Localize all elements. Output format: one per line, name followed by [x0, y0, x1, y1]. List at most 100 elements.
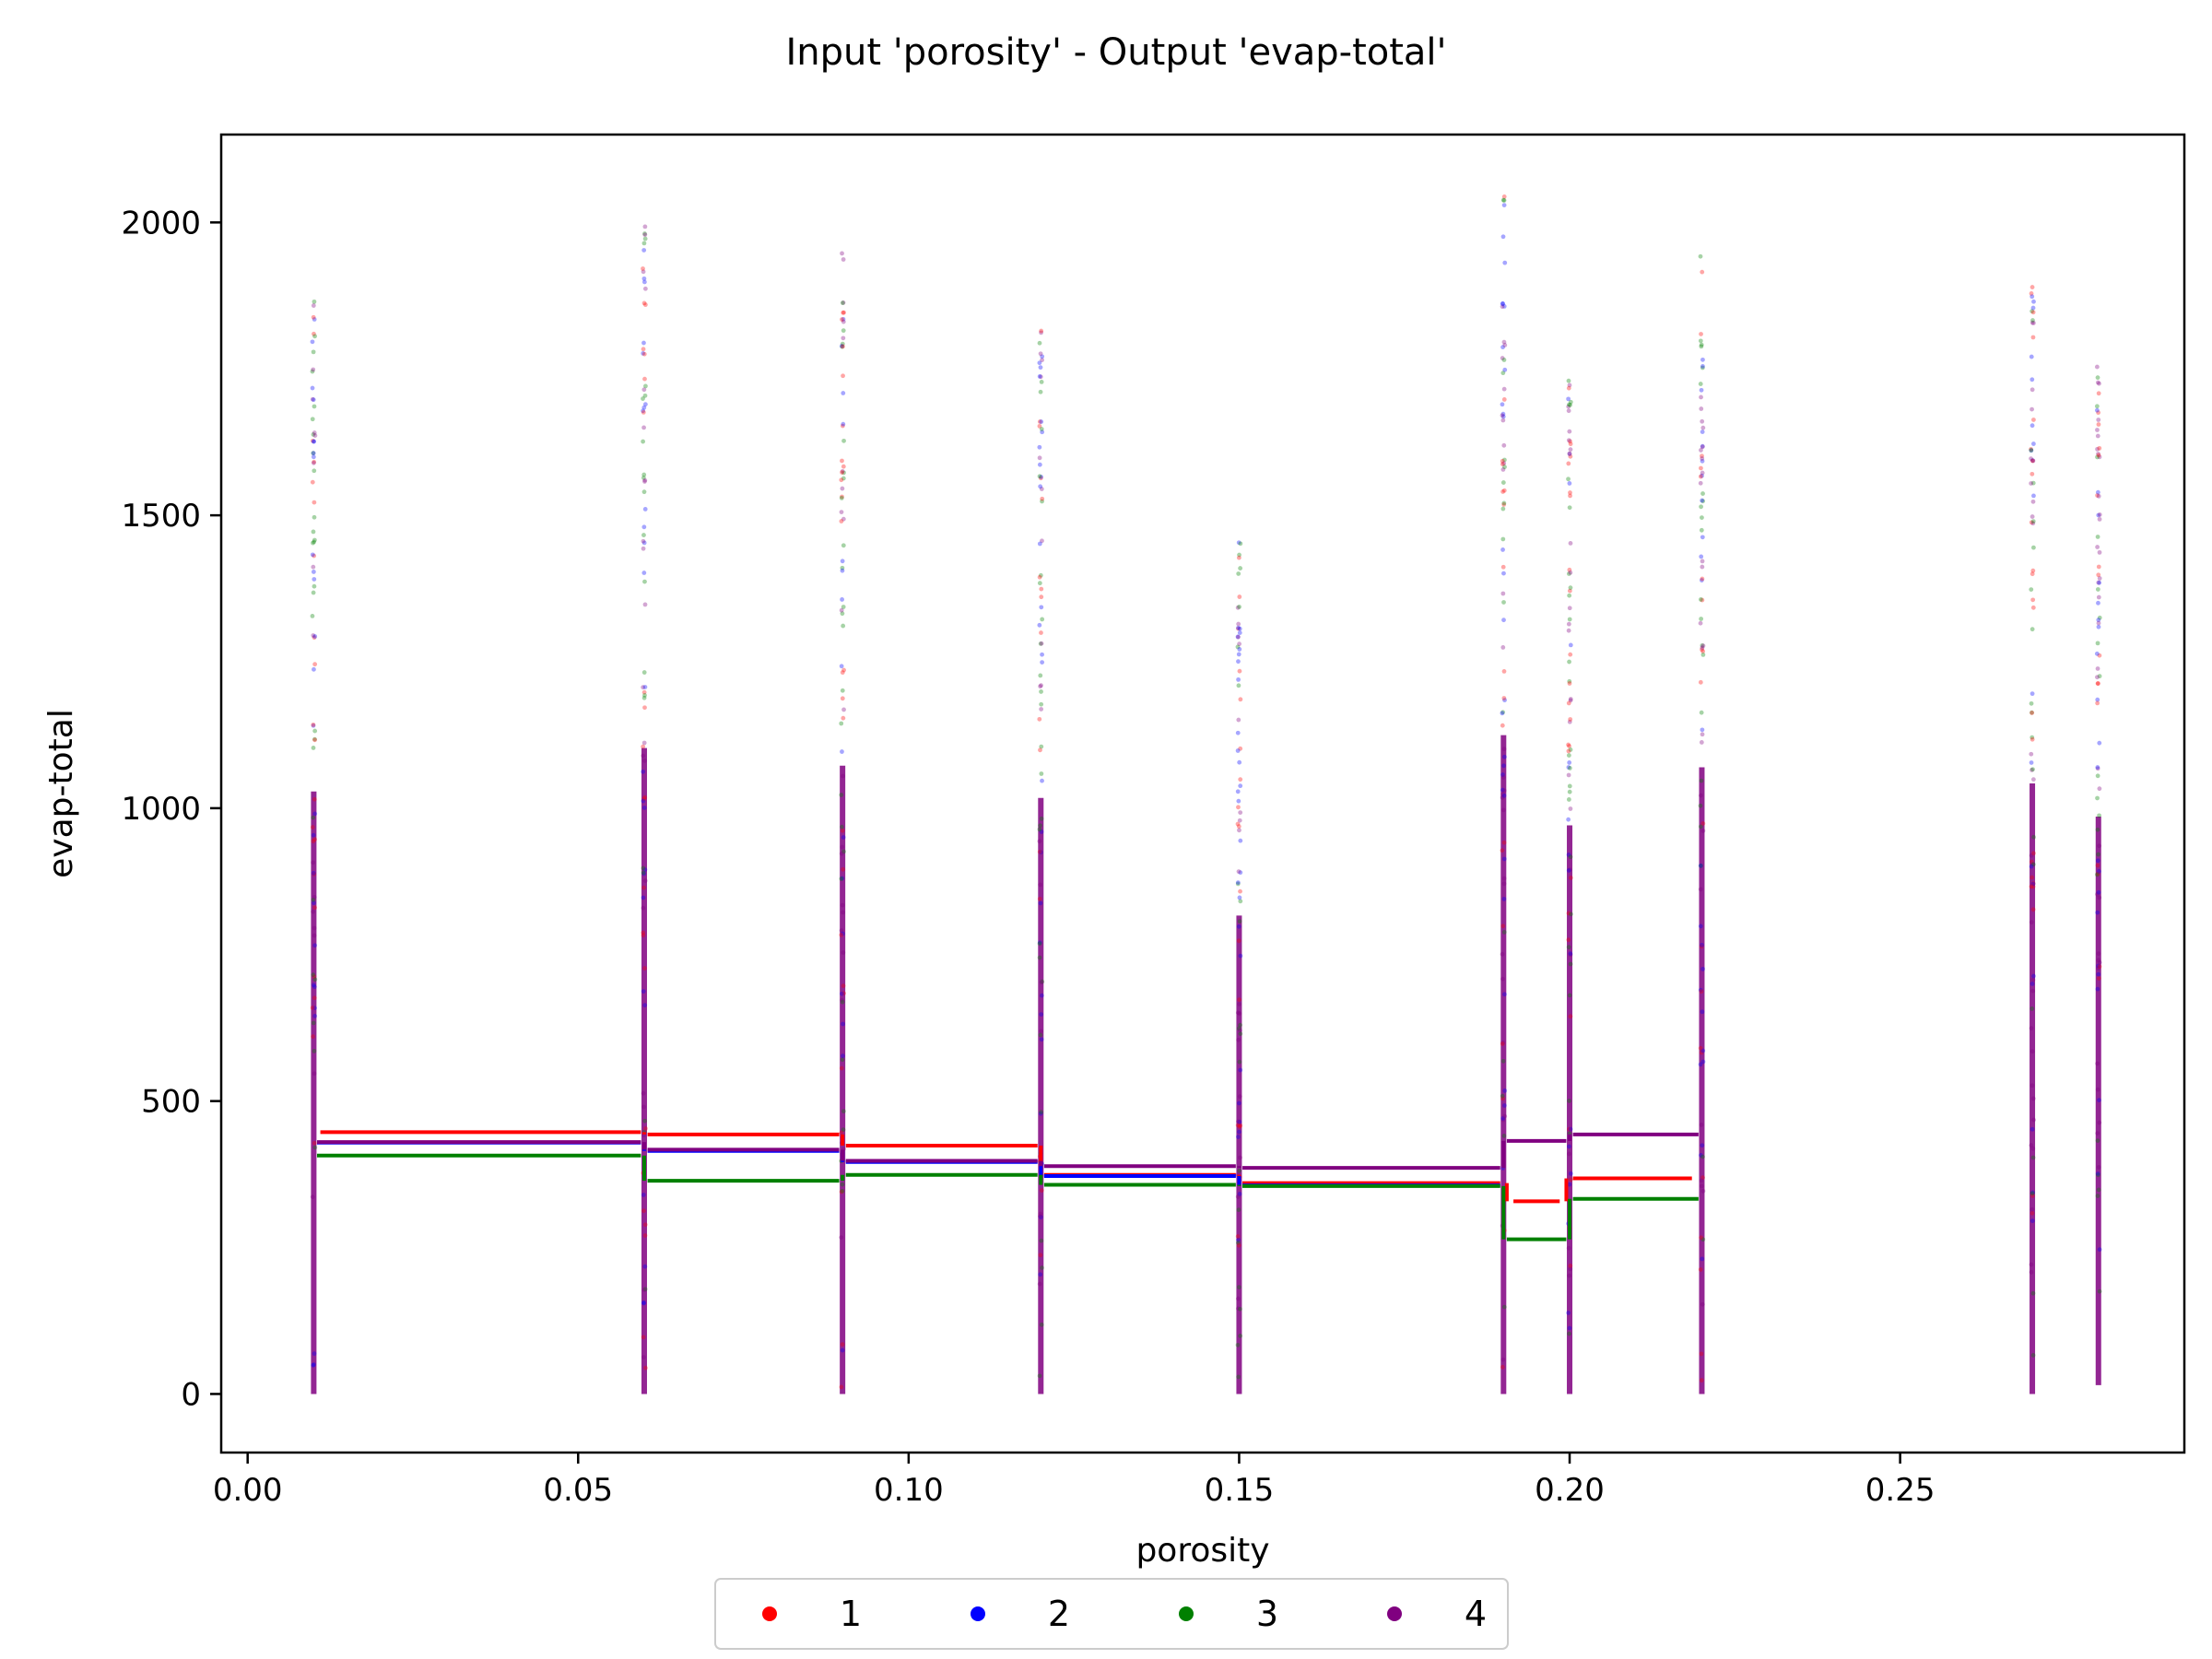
scatter-point	[1040, 660, 1045, 665]
scatter-point	[841, 421, 846, 427]
scatter-point	[1501, 618, 1506, 623]
scatter-point	[1567, 505, 1572, 511]
scatter-point	[2029, 447, 2033, 452]
scatter-point	[1237, 997, 1241, 1003]
scatter-point	[2030, 568, 2036, 573]
scatter-point	[312, 500, 317, 505]
scatter-point	[1566, 477, 1571, 482]
legend-marker-1	[762, 1606, 777, 1621]
scatter-point	[1038, 641, 1043, 646]
scatter-point	[312, 553, 317, 559]
scatter-point	[841, 328, 846, 334]
scatter-point	[641, 533, 646, 537]
scatter-point	[641, 685, 646, 690]
scatter-point	[311, 909, 316, 914]
scatter-point	[1501, 788, 1507, 794]
scatter-point	[1568, 1126, 1573, 1132]
scatter-point	[1237, 626, 1242, 631]
scatter-point	[312, 837, 317, 842]
scatter-point	[2097, 445, 2102, 451]
scatter-point	[1700, 559, 1705, 564]
scatter-point	[1039, 689, 1043, 694]
scatter-point	[2029, 1269, 2034, 1275]
scatter-point	[1567, 1182, 1572, 1187]
scatter-point	[1038, 476, 1043, 481]
scatter-point	[1039, 586, 1044, 592]
scatter-point	[2030, 1194, 2035, 1198]
scatter-point	[1566, 748, 1571, 754]
scatter-point	[312, 925, 317, 931]
scatter-point	[2030, 514, 2035, 519]
scatter-point	[2095, 380, 2100, 385]
scatter-point	[2030, 309, 2035, 314]
scatter-point	[840, 568, 845, 573]
scatter-point	[1235, 1234, 1241, 1239]
scatter-point	[311, 982, 316, 988]
scatter-point	[1698, 1267, 1703, 1272]
scatter-point	[641, 989, 646, 994]
scatter-point	[1699, 1183, 1704, 1189]
scatter-point	[2097, 895, 2102, 900]
y-tick-label: 0	[181, 1376, 201, 1413]
scatter-point	[1500, 723, 1505, 728]
scatter-point	[1235, 821, 1241, 827]
scatter-point	[841, 464, 846, 469]
scatter-point	[1566, 753, 1571, 758]
scatter-point	[839, 510, 844, 514]
scatter-point	[1038, 823, 1043, 829]
scatter-point	[1698, 887, 1703, 892]
scatter-point	[840, 824, 844, 830]
scatter-point	[2031, 973, 2036, 979]
scatter-point	[2096, 618, 2101, 623]
scatter-point	[1238, 1067, 1243, 1073]
scatter-point	[1038, 673, 1043, 678]
scatter-point	[2030, 441, 2036, 446]
scatter-point	[840, 1347, 845, 1353]
scatter-point	[641, 1193, 646, 1197]
scatter-point	[1566, 396, 1571, 402]
scatter-point	[1040, 354, 1045, 359]
scatter-point	[1500, 1096, 1505, 1101]
scatter-point	[312, 1140, 317, 1146]
scatter-point	[1699, 406, 1704, 411]
scatter-point	[2030, 1006, 2035, 1011]
scatter-point	[1236, 798, 1241, 804]
scatter-point	[312, 974, 317, 980]
scatter-point	[312, 299, 317, 304]
step-lines	[316, 1130, 1699, 1241]
scatter-point	[2094, 407, 2100, 413]
scatter-point	[1038, 389, 1043, 394]
scatter-point	[310, 396, 315, 402]
scatter-point	[1237, 1011, 1242, 1017]
scatter-point	[2030, 977, 2036, 982]
scatter-point	[1568, 806, 1573, 811]
scatter-point	[2030, 988, 2036, 994]
scatter-point	[1500, 710, 1506, 715]
scatter-point	[2029, 448, 2034, 453]
scatter-point	[1238, 810, 1243, 816]
scatter-point	[1568, 952, 1573, 958]
scatter-point	[1699, 342, 1704, 347]
scatter-points	[310, 194, 2102, 1394]
scatter-point	[840, 876, 845, 881]
scatter-point	[1567, 606, 1572, 611]
scatter-point	[1699, 944, 1704, 949]
scatter-point	[1501, 876, 1507, 881]
scatter-point	[310, 385, 315, 391]
scatter-point	[1568, 698, 1573, 703]
scatter-point	[1039, 707, 1044, 712]
scatter-point	[839, 1189, 844, 1194]
scatter-point	[1700, 515, 1704, 520]
scatter-point	[1568, 961, 1573, 967]
scatter-point	[1699, 793, 1703, 798]
scatter-point	[641, 408, 646, 414]
scatter-point	[2029, 853, 2034, 858]
scatter-point	[1501, 763, 1506, 769]
scatter-point	[1566, 911, 1571, 916]
scatter-point	[1039, 1322, 1044, 1327]
scatter-point	[2030, 377, 2035, 382]
scatter-point	[1569, 912, 1573, 917]
scatter-point	[311, 1034, 315, 1040]
scatter-point	[841, 605, 846, 609]
scatter-point	[641, 351, 647, 357]
